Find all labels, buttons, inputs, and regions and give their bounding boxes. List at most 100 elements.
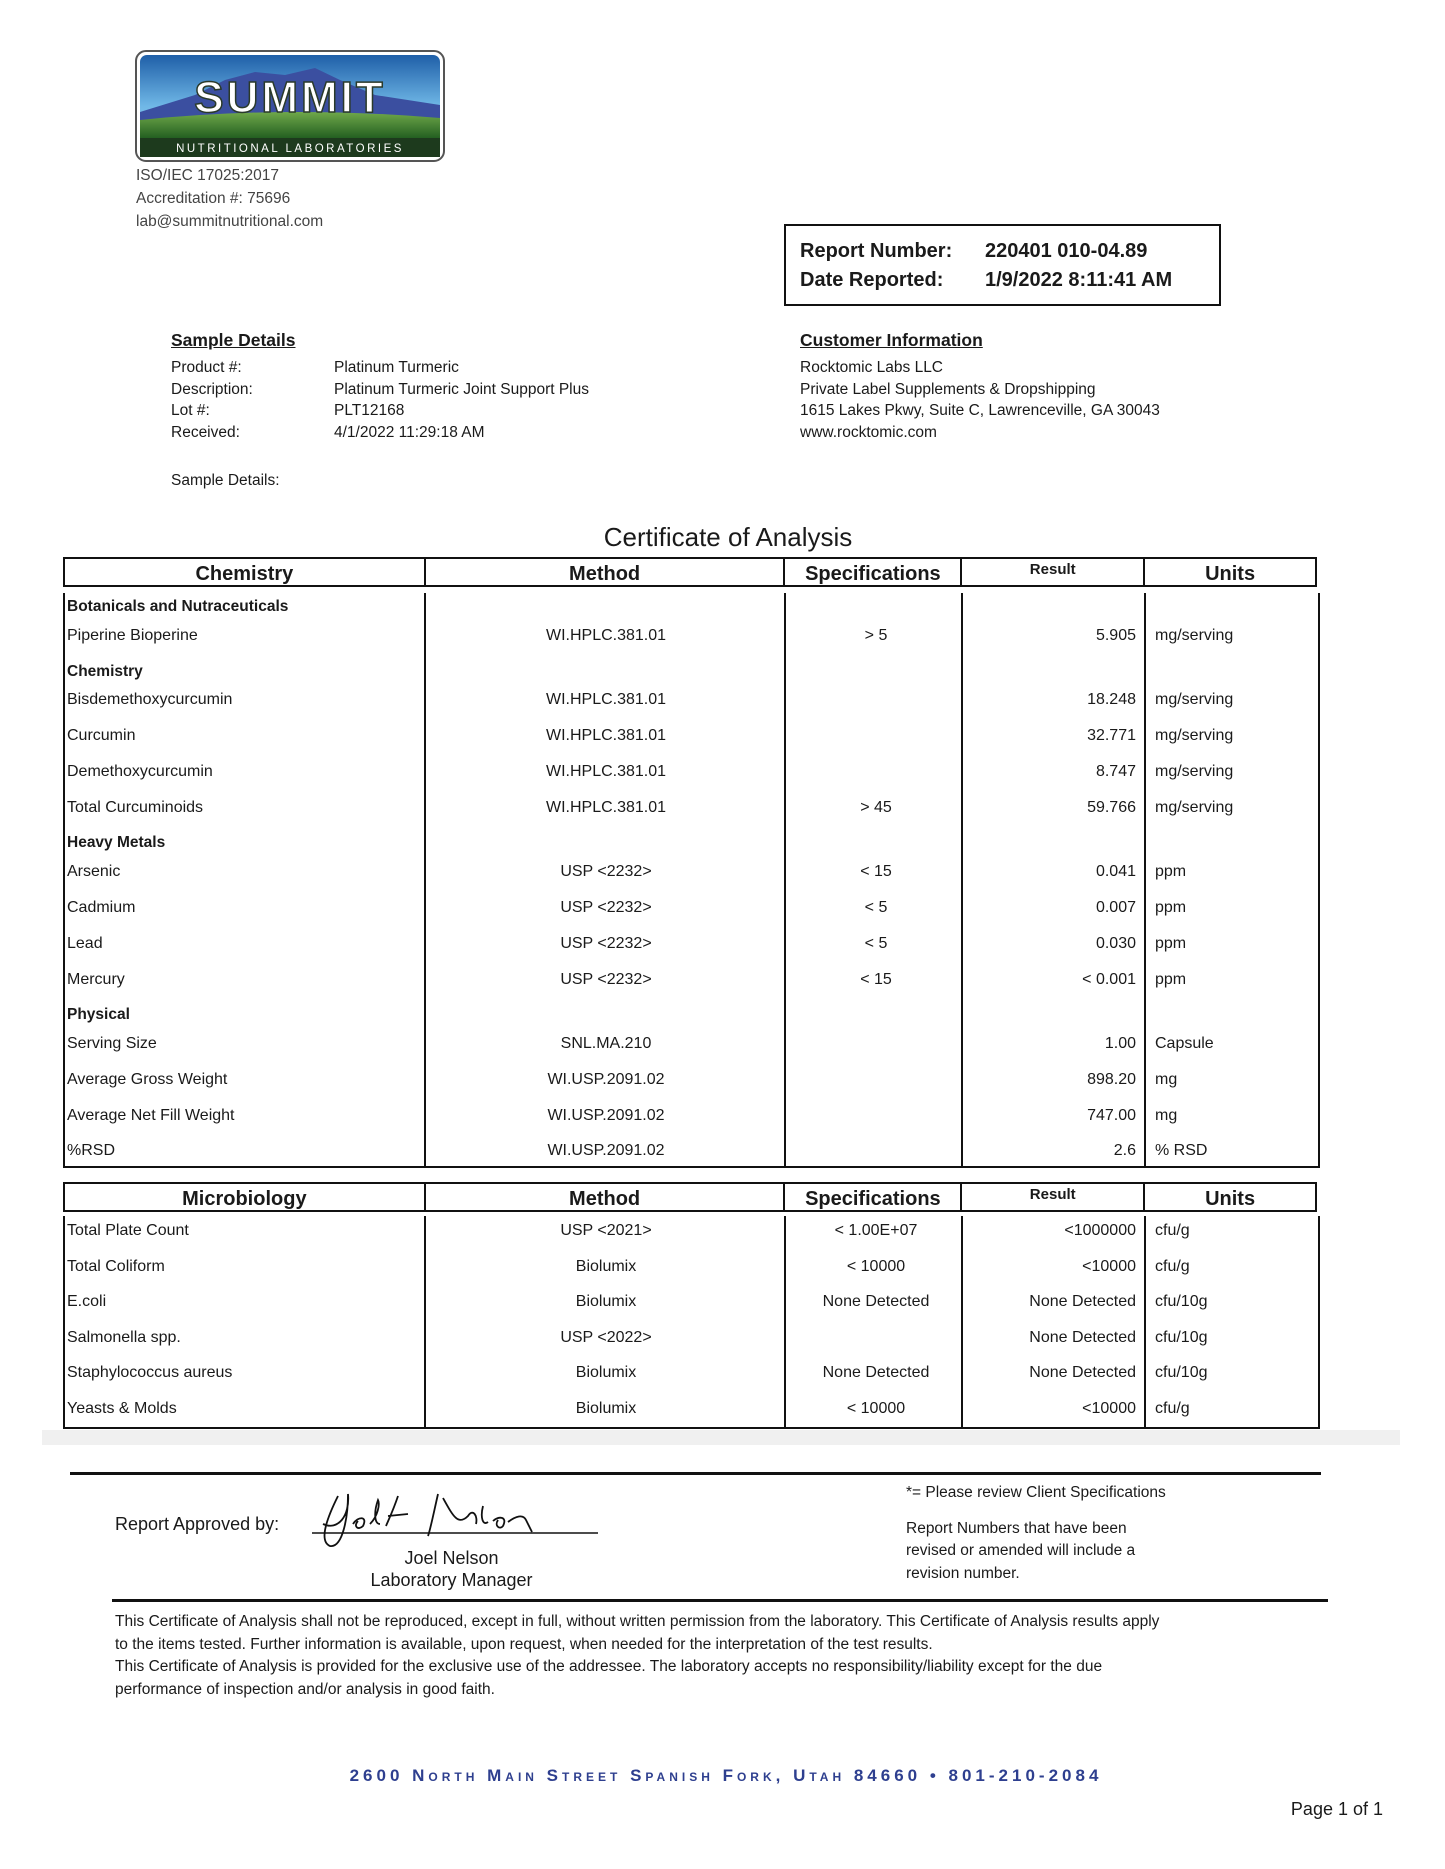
units: mg/serving	[1155, 762, 1234, 780]
units: mg/serving	[1155, 626, 1234, 644]
column-header: Specifications	[785, 1184, 963, 1210]
analyte-name: Piperine Bioperine	[67, 626, 198, 644]
revision-note-2: revised or amended will include a	[906, 1542, 1136, 1559]
svg-text:SUMMIT: SUMMIT	[194, 73, 386, 122]
units: mg/serving	[1155, 798, 1234, 816]
result: 8.747	[1095, 762, 1136, 780]
date-reported: 1/9/2022 8:11:41 AM	[985, 269, 1173, 291]
result: 0.007	[1095, 898, 1136, 916]
method: WI.HPLC.381.01	[545, 626, 667, 644]
column-divider	[424, 1216, 426, 1427]
method: Biolumix	[575, 1257, 637, 1275]
specification: None Detected	[822, 1364, 930, 1382]
chemistry-table-body: Botanicals and Nutraceuticals Piperine Bi…	[63, 593, 1320, 1168]
iso-standard: ISO/IEC 17025:2017	[136, 167, 280, 184]
chemistry-table-header: Chemistry Method Specifications Result Units	[63, 557, 1317, 587]
sample-field-label: Product #:	[171, 359, 242, 376]
disclaimer-line: This Certificate of Analysis is provided…	[115, 1658, 1103, 1675]
method: Biolumix	[575, 1364, 637, 1382]
column-divider	[424, 593, 426, 1166]
analyte-name: E.coli	[67, 1293, 107, 1311]
specification: > 45	[860, 798, 892, 816]
analyte-name: Average Gross Weight	[67, 1070, 228, 1088]
gray-band	[42, 1430, 1400, 1445]
customer-line: 1615 Lakes Pkwy, Suite C, Lawrenceville,…	[800, 402, 1160, 419]
specification: < 5	[864, 898, 888, 916]
analyte-name: Arsenic	[67, 863, 121, 881]
analyte-name: Yeasts & Molds	[67, 1400, 177, 1417]
approver-name: Joel Nelson	[404, 1548, 499, 1568]
column-header: Specifications	[785, 559, 963, 585]
method: SNL.MA.210	[560, 1035, 652, 1052]
sample-field-value: PLT12168	[334, 402, 405, 419]
column-header: Microbiology	[65, 1184, 426, 1210]
analyte-name: Total Plate Count	[67, 1222, 189, 1239]
divider	[112, 1599, 1328, 1602]
units: mg	[1155, 1070, 1178, 1088]
column-divider	[961, 1216, 963, 1427]
result: None Detected	[1029, 1364, 1136, 1382]
column-header: Method	[426, 1184, 786, 1210]
result: 5.905	[1095, 626, 1136, 644]
analyte-name: Average Net Fill Weight	[67, 1106, 235, 1124]
result: <10000	[1082, 1400, 1136, 1417]
report-number-label: Report Number:	[800, 240, 953, 262]
units: cfu/10g	[1155, 1328, 1208, 1346]
date-reported-label: Date Reported:	[800, 269, 944, 291]
category-label: Chemistry	[67, 662, 143, 680]
units: ppm	[1155, 863, 1187, 881]
analyte-name: Bisdemethoxycurcumin	[67, 691, 233, 709]
units: cfu/10g	[1155, 1364, 1208, 1382]
units: mg/serving	[1155, 727, 1234, 744]
sample-details-heading: Sample Details	[171, 330, 296, 350]
column-divider	[961, 593, 963, 1166]
method: USP <2232>	[560, 934, 652, 952]
units: cfu/10g	[1155, 1293, 1208, 1311]
report-number: 220401 010-04.89	[985, 240, 1148, 262]
units: ppm	[1155, 970, 1187, 988]
category-label: Heavy Metals	[67, 834, 166, 852]
method: WI.USP.2091.02	[547, 1106, 665, 1124]
sample-field-value: Platinum Turmeric Joint Support Plus	[334, 380, 589, 398]
analyte-name: Staphylococcus aureus	[67, 1364, 233, 1382]
result: 18.248	[1087, 691, 1136, 709]
units: cfu/g	[1155, 1400, 1190, 1417]
lab-address: 2600 North Main Street Spanish Fork, Uta…	[349, 1766, 1103, 1785]
sample-field-value: Platinum Turmeric	[334, 359, 459, 376]
analyte-name: Cadmium	[67, 898, 136, 916]
column-header: Units	[1205, 1188, 1256, 1210]
method: WI.USP.2091.02	[547, 1142, 665, 1160]
result: 59.766	[1087, 798, 1136, 816]
specification: < 1.00E+07	[834, 1222, 918, 1239]
units: cfu/g	[1155, 1222, 1190, 1239]
result: 0.041	[1095, 863, 1136, 881]
approved-by-label: Report Approved by:	[115, 1514, 280, 1534]
revision-note-1: Report Numbers that have been	[906, 1520, 1127, 1537]
analyte-name: Mercury	[67, 970, 125, 988]
specification: > 5	[864, 626, 888, 644]
analyte-name: %RSD	[67, 1142, 116, 1160]
sample-field-value: 4/1/2022 11:29:18 AM	[334, 423, 485, 441]
units: Capsule	[1155, 1035, 1214, 1052]
result: <10000	[1082, 1257, 1136, 1275]
specification: < 10000	[846, 1257, 906, 1275]
microbiology-table-header: Microbiology Method Specifications Result Un…	[63, 1182, 1317, 1212]
sample-field-label: Lot #:	[171, 402, 210, 419]
certificate-title: Certificate of Analysis	[603, 522, 853, 552]
units: cfu/g	[1155, 1257, 1190, 1275]
units: ppm	[1155, 934, 1187, 952]
analyte-name: Demethoxycurcumin	[67, 762, 213, 780]
column-divider	[784, 593, 786, 1166]
result: None Detected	[1029, 1293, 1136, 1311]
disclaimer-line: This Certificate of Analysis shall not b…	[115, 1613, 1160, 1630]
units: mg/serving	[1155, 691, 1234, 709]
analyte-name: Curcumin	[67, 727, 136, 744]
result: 0.030	[1095, 934, 1136, 952]
units: mg	[1155, 1106, 1178, 1124]
category-label: Physical	[67, 1006, 130, 1024]
column-divider	[784, 1216, 786, 1427]
specification: < 15	[860, 970, 892, 988]
result: 32.771	[1087, 727, 1136, 744]
column-header: Method	[426, 559, 786, 585]
units: % RSD	[1155, 1142, 1208, 1160]
